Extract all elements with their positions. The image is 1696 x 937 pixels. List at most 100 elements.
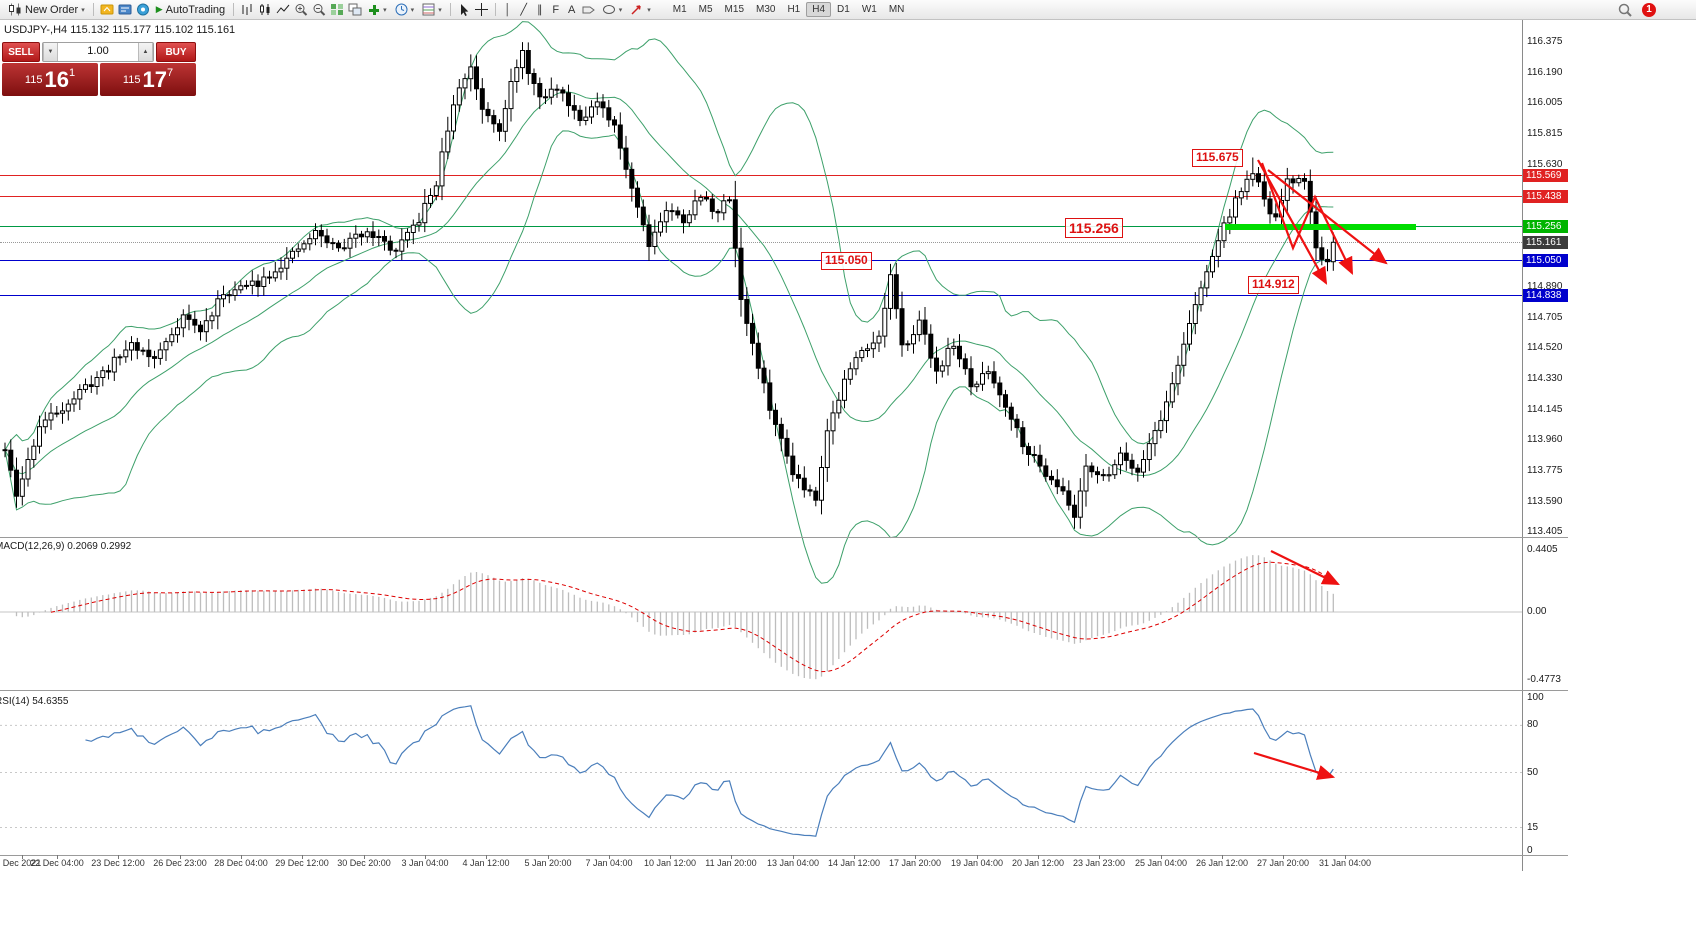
line-chart-icon[interactable] <box>274 2 292 18</box>
price-axis-tick: 113.590 <box>1527 495 1563 507</box>
time-axis-label: 4 Jan 12:00 <box>462 858 510 868</box>
chevron-down-icon: ▾ <box>81 6 85 14</box>
metaeditor-icon[interactable] <box>98 2 116 18</box>
time-axis-tick <box>1283 855 1284 859</box>
time-axis-tick <box>793 855 794 859</box>
chevron-down-icon: ▾ <box>410 6 415 14</box>
price-axis-tick: 113.775 <box>1527 465 1563 476</box>
timeframe-button-mn[interactable]: MN <box>888 4 905 15</box>
price-annotation[interactable]: 115.675 <box>1192 149 1243 167</box>
time-axis-label: 19 Jan 04:00 <box>950 858 1004 868</box>
hline-115.256[interactable] <box>0 226 1522 228</box>
fibonacci-tool-icon[interactable]: F <box>552 3 560 16</box>
volume-input[interactable]: 1.00 <box>87 45 109 57</box>
panel-separator[interactable] <box>0 690 1568 691</box>
timeframe-button-m1[interactable]: M1 <box>672 4 687 15</box>
tile-windows-icon[interactable] <box>328 2 346 18</box>
label-tool-icon[interactable] <box>580 2 598 18</box>
channel-tool-icon[interactable]: ∥ <box>536 4 543 16</box>
shapes-tool-button[interactable]: ▾ <box>598 2 627 17</box>
bar-chart-icon[interactable] <box>238 2 256 18</box>
price-axis-tick: 116.375 <box>1527 36 1563 47</box>
price-axis-tick: 114.330 <box>1527 373 1563 385</box>
price-tag-115.438: 115.438 <box>1523 190 1568 204</box>
zoom-out-icon[interactable] <box>310 2 328 18</box>
candlestick-chart-icon[interactable] <box>256 2 274 18</box>
panel-separator[interactable] <box>0 855 1568 856</box>
price-annotation[interactable]: 115.256 <box>1065 218 1123 239</box>
rsi-scale-tick: 100 <box>1527 692 1544 703</box>
time-axis-tick <box>1099 855 1100 859</box>
buy-button[interactable]: BUY <box>156 42 196 62</box>
time-axis-label: 26 Jan 12:00 <box>1195 858 1249 868</box>
hline-115.05[interactable] <box>0 260 1522 262</box>
trend-arrow[interactable] <box>1270 550 1340 585</box>
bid-pipette: 1 <box>68 66 76 79</box>
price-chart-canvas[interactable] <box>0 20 1696 937</box>
timeframe-button-m30[interactable]: M30 <box>756 4 776 15</box>
time-axis-tick <box>180 855 181 859</box>
new-order-label: New Order <box>25 3 79 16</box>
arrows-tool-button[interactable]: ▾ <box>626 2 655 17</box>
panel-separator[interactable] <box>0 537 1568 538</box>
trendline-tool-icon[interactable]: ╱ <box>520 4 528 16</box>
timeframe-button-h1[interactable]: H1 <box>787 4 801 15</box>
volume-increase-button[interactable]: ▲ <box>138 43 153 61</box>
bid-pips: 16 <box>44 66 69 92</box>
volume-decrease-button[interactable]: ▼ <box>43 43 58 61</box>
time-axis-label: 25 Jan 04:00 <box>1134 858 1188 868</box>
timeframe-button-m5[interactable]: M5 <box>698 4 713 15</box>
autotrading-button[interactable]: ▶ AutoTrading <box>152 3 229 17</box>
price-annotation[interactable]: 115.050 <box>821 252 872 270</box>
price-axis-tick: 113.405 <box>1527 526 1563 537</box>
sell-button[interactable]: SELL <box>2 42 40 62</box>
new-order-icon <box>9 3 21 16</box>
indicators-button[interactable]: ▾ <box>364 3 391 17</box>
price-axis-border <box>1522 20 1523 871</box>
support-zone[interactable] <box>1225 223 1416 230</box>
notification-badge[interactable]: 1 <box>1642 2 1656 17</box>
search-icon[interactable] <box>1616 2 1634 18</box>
timeframe-button-d1[interactable]: D1 <box>837 4 850 15</box>
ask-price-panel[interactable]: 115 17 7 <box>100 63 196 96</box>
time-axis-tick <box>977 855 978 859</box>
help-icon[interactable] <box>134 2 152 18</box>
price-axis-tick: 114.705 <box>1527 311 1563 323</box>
trend-arrow[interactable] <box>1267 169 1388 265</box>
time-axis-label: 13 Jan 04:00 <box>766 858 820 868</box>
toolbar-separator <box>494 3 496 16</box>
add-indicator-icon <box>369 4 380 15</box>
price-tag-115.050: 115.050 <box>1523 254 1568 268</box>
zoom-in-icon[interactable] <box>292 2 310 18</box>
templates-button[interactable]: ▾ <box>418 2 446 17</box>
play-icon: ▶ <box>155 4 163 14</box>
trend-arrow[interactable] <box>1260 162 1353 275</box>
timeframe-button-m15[interactable]: M15 <box>724 4 744 15</box>
crosshair-icon[interactable] <box>473 2 491 18</box>
time-axis-label: 23 Dec 12:00 <box>91 858 145 868</box>
chart-area[interactable]: 115.675 115.256 115.050 114.912 USDJPY-,H4 … <box>0 20 1696 937</box>
time-axis-label: 7 Jan 04:00 <box>585 858 633 868</box>
timeframe-button-w1[interactable]: W1 <box>861 4 877 15</box>
hline-115.438[interactable] <box>0 196 1522 198</box>
rsi-scale-tick: 50 <box>1527 766 1539 778</box>
cursor-icon[interactable] <box>455 2 473 18</box>
time-axis-label: 17 Jan 20:00 <box>888 858 942 868</box>
timeframe-button-h4[interactable]: H4 <box>806 2 832 17</box>
terminal-icon[interactable] <box>116 2 134 18</box>
text-tool-icon[interactable]: A <box>568 3 576 16</box>
time-axis-label: 22 Dec 04:00 <box>30 858 84 868</box>
bid-price-panel[interactable]: 115 16 1 <box>2 63 98 96</box>
periods-button[interactable]: ▾ <box>391 2 419 17</box>
vertical-line-tool-icon[interactable]: │ <box>504 3 512 16</box>
trend-arrow[interactable] <box>1253 751 1336 780</box>
new-order-button[interactable]: New Order ▾ <box>4 2 89 17</box>
ohlc-readout: USDJPY-,H4 115.132 115.177 115.102 115.1… <box>4 24 236 36</box>
hline-115.569[interactable] <box>0 174 1522 176</box>
toolbar-separator <box>449 3 451 16</box>
chevron-down-icon: ▾ <box>618 6 623 14</box>
cascade-windows-icon[interactable] <box>346 2 364 18</box>
time-axis-tick <box>425 855 426 859</box>
price-annotation[interactable]: 114.912 <box>1248 276 1299 294</box>
hline-114.838[interactable] <box>0 295 1522 297</box>
